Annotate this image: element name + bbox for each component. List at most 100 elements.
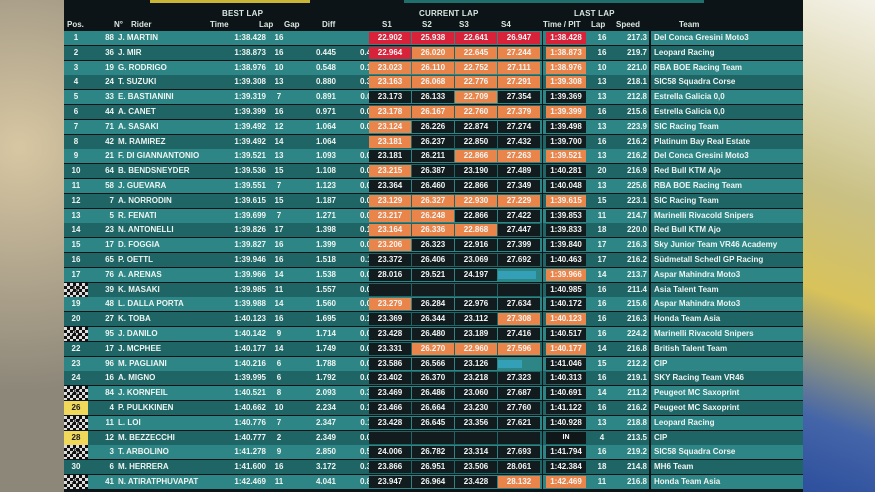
sector-3-time (455, 431, 497, 444)
rider-name: P. PULKKINEN (118, 403, 174, 412)
last-lap-number: 4 (599, 432, 605, 442)
row-background (651, 238, 803, 253)
sector-4-time: 28.061 (498, 461, 540, 474)
top-bar (64, 0, 803, 4)
gap-value: 1.749 (315, 343, 336, 353)
sector-4-time: 27.244 (498, 46, 540, 59)
sector-3-time: 23.218 (455, 372, 497, 385)
best-lap-number: 15 (274, 195, 284, 205)
sector-1-time: 23.124 (369, 120, 411, 133)
sector-3-time (455, 283, 497, 296)
row-background (651, 267, 803, 282)
sector-2-time: 26.486 (412, 387, 454, 400)
rider-number: 21 (105, 151, 114, 161)
best-lap-time: 1:39.615 (234, 195, 266, 205)
rider-name: E. BASTIANINI (118, 92, 174, 102)
sector-1-time: 23.586 (369, 357, 411, 370)
sector-3-time: 23.356 (455, 416, 497, 429)
rider-number: 36 (105, 47, 114, 57)
rider-name: A. CANET (118, 107, 156, 116)
position-cell: 28 (64, 430, 88, 445)
sector-1-time: 23.164 (369, 224, 411, 237)
rider-number: 4 (109, 403, 114, 412)
gap-value: 2.234 (315, 403, 336, 412)
position-cell: 30 (64, 460, 88, 475)
sector-3-time: 23.126 (455, 357, 497, 370)
gap-value: 1.187 (315, 195, 336, 205)
sector-2-time: 26.387 (412, 165, 454, 178)
gap-value: 1.064 (315, 136, 336, 146)
header-diff: Diff (322, 20, 336, 29)
gap-value: 4.041 (315, 477, 336, 486)
sector-2-time: 26.406 (412, 254, 454, 266)
speed-value: 216.3 (626, 240, 647, 250)
table-row[interactable]: 8 42 M. RAMIREZ 1:39.492 14 1.064 23.181 26.237… (64, 134, 803, 149)
last-lap-time: 1:41.046 (546, 357, 586, 370)
gap-value: 1.093 (315, 151, 336, 161)
sector-1-time (369, 283, 411, 296)
gap-value: 0.971 (315, 107, 336, 116)
table-row[interactable]: 1 88 J. MARTIN 1:38.428 16 22.902 25.938 22.641… (64, 31, 803, 45)
sector-2-time: 26.951 (412, 461, 454, 474)
sector-4-time: 27.621 (498, 416, 540, 429)
sector-2-time: 26.284 (412, 298, 454, 311)
row-background (88, 134, 369, 149)
gap-value: 1.398 (315, 225, 336, 235)
best-lap-number: 7 (276, 181, 282, 190)
team-name: Platinum Bay Real Estate (654, 136, 751, 146)
speed-value: 211.2 (627, 388, 647, 398)
row-background (88, 238, 369, 253)
row-background (88, 312, 369, 327)
rider-name: M. HERRERA (118, 462, 169, 472)
speed-value: 216.2 (626, 151, 647, 161)
sector-4-time: 27.399 (498, 239, 540, 252)
rider-name: J. MCPHEE (118, 343, 162, 353)
sector-3-time: 22.776 (455, 76, 497, 89)
position-cell: 13 (64, 208, 88, 223)
row-background (651, 179, 803, 193)
best-lap-number: 7 (276, 417, 282, 427)
sector-2-time: 26.068 (412, 76, 454, 89)
speed-value: 223.1 (626, 195, 647, 205)
best-lap-time: 1:38.428 (234, 33, 266, 42)
rider-number: 39 (105, 284, 114, 294)
team-name: Red Bull KTM Ajo (654, 166, 721, 176)
best-lap-number: 14 (274, 343, 284, 353)
team-name: Red Bull KTM Ajo (654, 225, 721, 235)
rider-name: J. KORNFEIL (118, 388, 168, 398)
best-lap-time: 1:39.492 (234, 121, 266, 131)
position-cell: 6 (64, 105, 88, 119)
sector-3-time: 23.314 (455, 446, 497, 459)
sector-1-time: 23.428 (369, 328, 411, 340)
row-background (651, 45, 803, 60)
